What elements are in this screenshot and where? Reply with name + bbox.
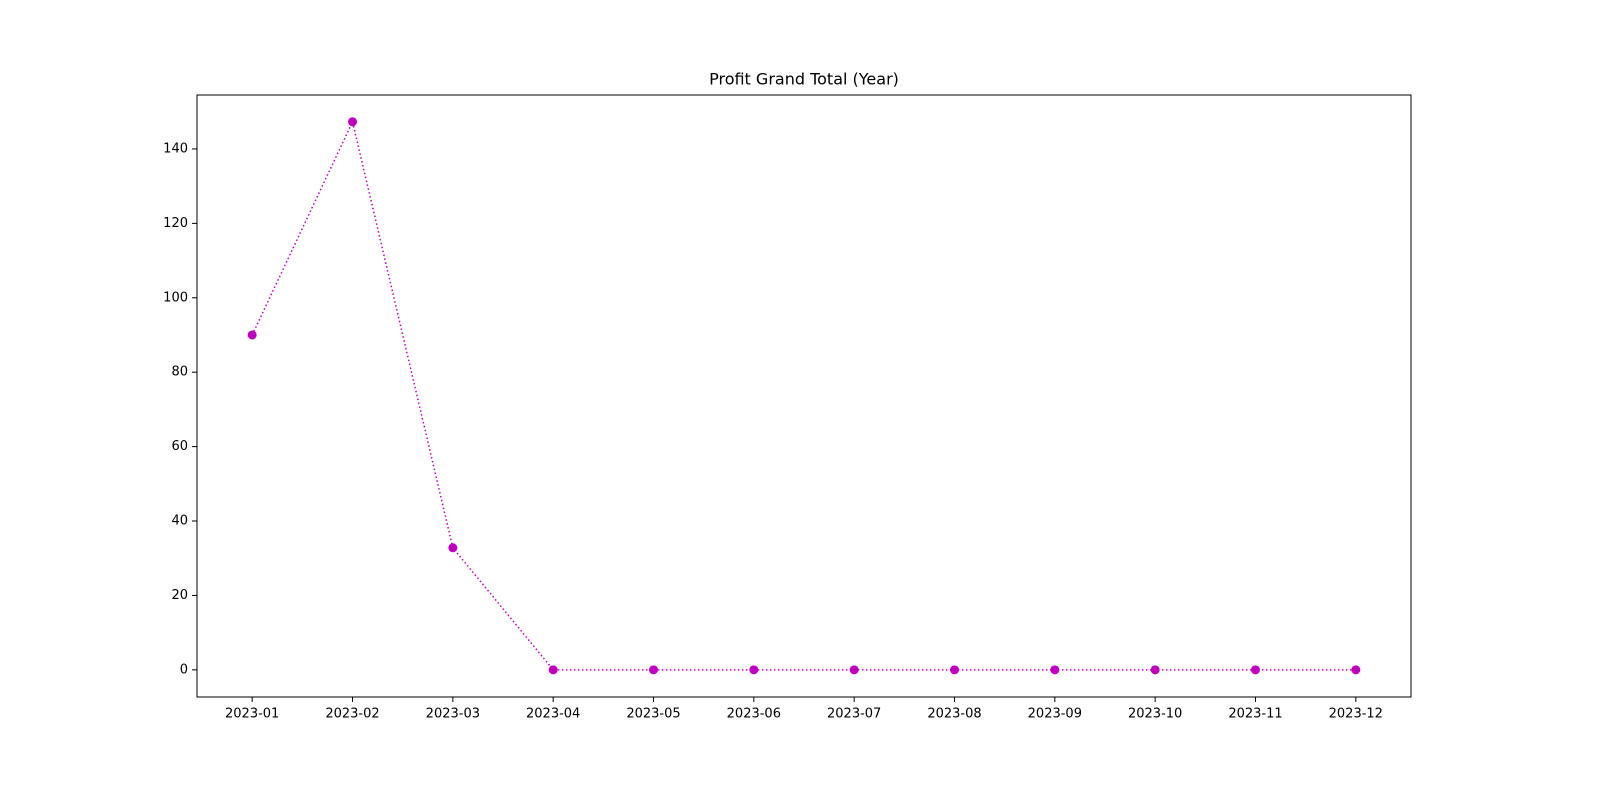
y-tick-label: 100 [163, 290, 188, 305]
x-tick-label: 2023-09 [1028, 707, 1082, 722]
y-tick-label: 20 [171, 588, 188, 603]
marker [1150, 665, 1160, 675]
x-tick-label: 2023-11 [1228, 707, 1282, 722]
y-tick-label: 80 [171, 365, 188, 380]
x-tick-label: 2023-08 [927, 707, 981, 722]
x-tick-label: 2023-04 [526, 707, 580, 722]
marker [1050, 665, 1060, 675]
marker [849, 665, 859, 675]
x-tick-label: 2023-12 [1329, 707, 1383, 722]
y-tick-label: 0 [180, 662, 188, 677]
plot-frame [196, 94, 1412, 698]
marker [949, 665, 959, 675]
x-tick-label: 2023-06 [727, 707, 781, 722]
x-tick-label: 2023-02 [325, 707, 379, 722]
marker [348, 117, 358, 127]
line [251, 119, 1356, 671]
y-tick-label: 40 [171, 514, 188, 529]
chart-title: Profit Grand Total (Year) [709, 70, 899, 89]
marker [548, 665, 558, 675]
marker [649, 665, 659, 675]
y-tick-label: 140 [163, 141, 188, 156]
marker [448, 543, 458, 553]
y-tick-label: 120 [163, 216, 188, 231]
marker [749, 665, 759, 675]
x-tick-label: 2023-05 [626, 707, 680, 722]
x-tick-label: 2023-01 [225, 707, 279, 722]
marker [247, 330, 257, 340]
x-tick-label: 2023-07 [827, 707, 881, 722]
y-tick-label: 60 [171, 439, 188, 454]
x-tick-label: 2023-10 [1128, 707, 1182, 722]
marker [1250, 665, 1260, 675]
x-tick-label: 2023-03 [426, 707, 480, 722]
marker [1351, 665, 1361, 675]
